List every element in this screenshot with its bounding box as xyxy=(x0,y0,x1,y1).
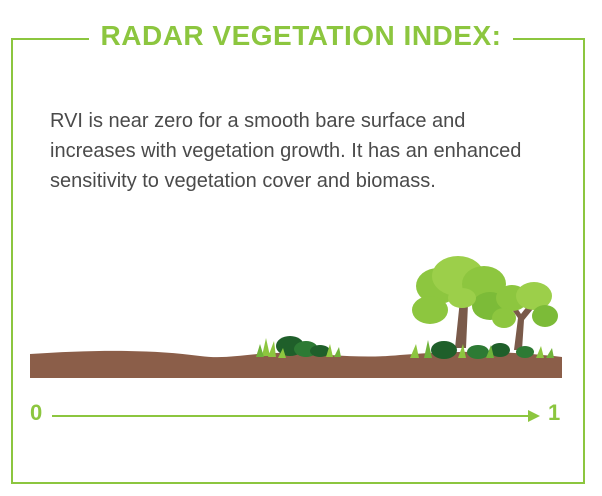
shrub-middle xyxy=(256,336,341,358)
page-title: RADAR VEGETATION INDEX: xyxy=(88,18,514,54)
shrub-right xyxy=(410,340,554,359)
scale-max-label: 1 xyxy=(548,400,561,425)
tree-large xyxy=(412,256,508,348)
description-text: RVI is near zero for a smooth bare surfa… xyxy=(50,110,522,192)
scale-min-label: 0 xyxy=(30,400,43,425)
title-container: RADAR VEGETATION INDEX: xyxy=(0,18,602,54)
tree-small xyxy=(492,282,558,350)
scale-arrow-head xyxy=(528,410,540,422)
